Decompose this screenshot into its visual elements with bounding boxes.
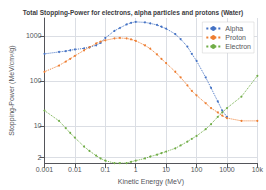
svg-text:Electron: Electron (225, 43, 251, 50)
svg-text:10: 10 (34, 122, 42, 129)
svg-text:Proton: Proton (225, 34, 246, 41)
svg-text:Alpha: Alpha (225, 25, 243, 33)
svg-text:0.01: 0.01 (68, 166, 82, 173)
svg-text:2: 2 (38, 154, 42, 161)
svg-text:100: 100 (30, 77, 42, 84)
svg-text:Kinetic Energy (MeV): Kinetic Energy (MeV) (118, 178, 184, 186)
svg-text:10k: 10k (252, 166, 264, 173)
svg-text:Stopping-Power (MeV/cm²/g): Stopping-Power (MeV/cm²/g) (8, 45, 16, 135)
svg-text:100: 100 (191, 166, 203, 173)
svg-text:Total Stopping-Power for elect: Total Stopping-Power for electrons, alph… (23, 9, 243, 17)
svg-text:10: 10 (162, 166, 170, 173)
svg-text:1000: 1000 (219, 166, 235, 173)
svg-text:0.001: 0.001 (36, 166, 54, 173)
svg-text:1000: 1000 (26, 32, 42, 39)
svg-text:0.1: 0.1 (100, 166, 110, 173)
svg-text:1: 1 (134, 166, 138, 173)
